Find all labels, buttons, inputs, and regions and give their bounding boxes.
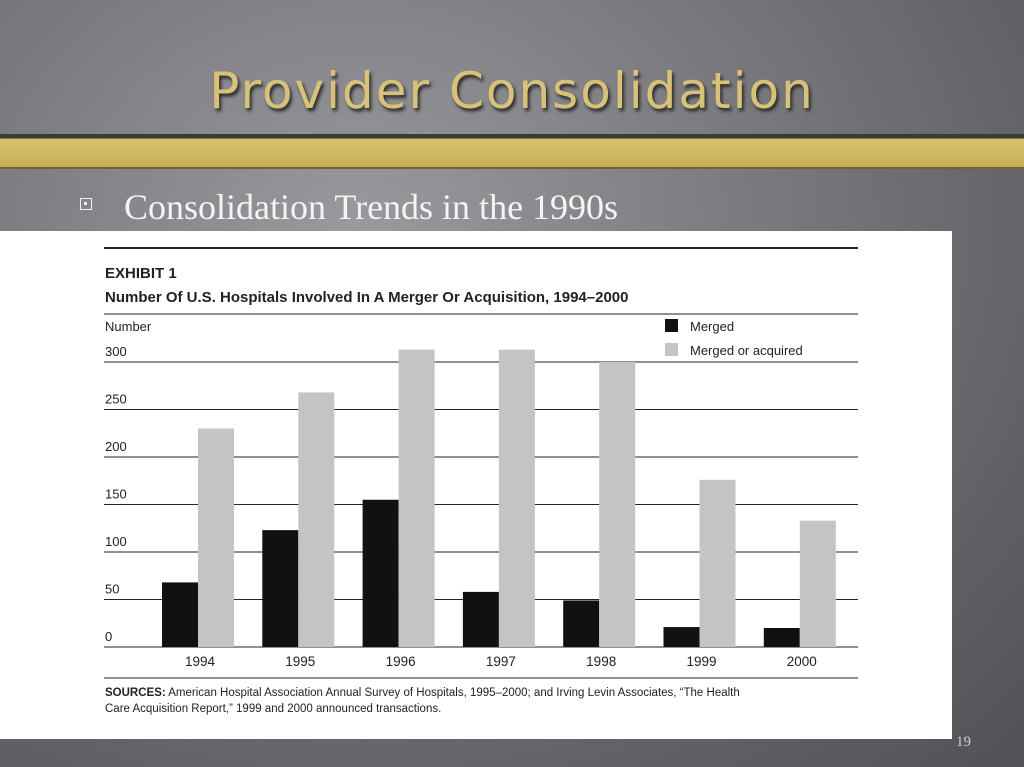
y-tick-label-0: 0 [105,629,112,644]
y-tick-label-250: 250 [105,392,127,407]
chart-title: Number Of U.S. Hospitals Involved In A M… [105,289,628,306]
y-tick-label-100: 100 [105,534,127,549]
bar-merged-or-acquired-1995 [298,392,335,647]
bar-merged-1995 [262,530,299,647]
exhibit-label: EXHIBIT 1 [105,265,177,282]
title-band-shadow [0,134,1024,138]
x-tick-label-1998: 1998 [586,654,616,669]
legend-swatch-merged [665,319,678,332]
bar-merged-1996 [362,499,399,647]
sources-label: SOURCES: [105,687,166,699]
x-tick-label-1997: 1997 [486,654,516,669]
bar-merged-or-acquired-1999 [699,479,736,647]
legend-label-merged: Merged [690,319,734,334]
bar-merged-1998 [563,600,600,647]
bullet-text: Consolidation Trends in the 1990s [124,187,619,227]
x-tick-label-1994: 1994 [185,654,216,669]
sources-line-1: SOURCES: American Hospital Association A… [105,687,740,699]
bar-merged-or-acquired-1997 [498,349,535,647]
bar-merged-or-acquired-1996 [398,349,435,647]
y-tick-label-50: 50 [105,582,119,597]
x-tick-labels: 1994 1995 1996 1997 1998 1999 2000 [185,654,817,669]
sources-line-2: Care Acquisition Report,” 1999 and 2000 … [105,703,441,715]
y-tick-label-200: 200 [105,439,127,454]
bar-merged-1999 [663,627,700,647]
bullet-icon [80,198,92,210]
x-tick-label-1999: 1999 [686,654,716,669]
bar-merged-or-acquired-2000 [799,520,836,647]
x-tick-label-2000: 2000 [787,654,817,669]
title-band [0,138,1024,169]
bar-merged-2000 [763,628,800,647]
legend-swatch-merged-or-acquired [665,343,678,356]
legend-label-merged-or-acquired: Merged or acquired [690,343,803,358]
x-tick-label-1996: 1996 [386,654,416,669]
y-axis-label: Number [105,319,152,334]
bar-merged-or-acquired-1998 [599,362,636,647]
bar-merged-1994 [162,582,198,647]
bars [162,349,836,647]
bar-merged-or-acquired-1994 [198,428,234,647]
slide-title: Provider Consolidation [209,62,815,120]
exhibit-figure: EXHIBIT 1 Number Of U.S. Hospitals Invol… [0,231,952,739]
x-tick-label-1995: 1995 [285,654,315,669]
sources-text-1: American Hospital Association Annual Sur… [166,687,740,699]
bar-merged-1997 [462,591,499,647]
y-tick-label-300: 300 [105,344,127,359]
page-number: 19 [956,734,971,750]
y-tick-label-150: 150 [105,487,127,502]
bar-chart: EXHIBIT 1 Number Of U.S. Hospitals Invol… [104,247,858,715]
